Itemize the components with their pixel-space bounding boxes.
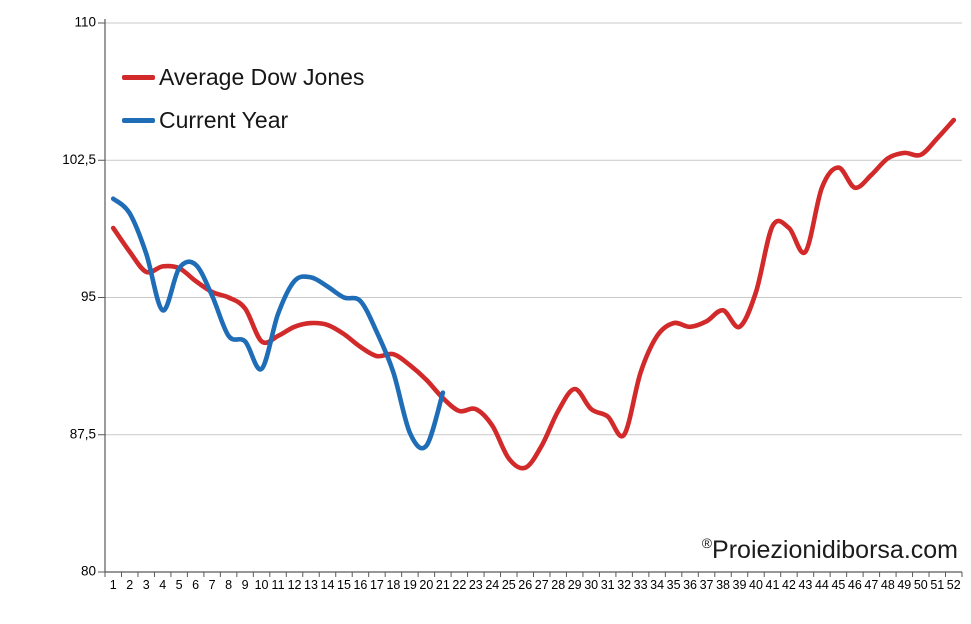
x-tick-label: 9 [242, 578, 249, 592]
x-tick-label: 5 [176, 578, 183, 592]
registered-mark-icon: ® [701, 535, 713, 551]
x-tick-label: 21 [436, 578, 450, 592]
x-tick-label: 45 [831, 578, 845, 592]
x-tick-label: 48 [881, 578, 895, 592]
x-tick-label: 28 [551, 578, 565, 592]
x-tick-label: 6 [192, 578, 199, 592]
x-tick-label: 40 [749, 578, 763, 592]
watermark: ®Proiezionidiborsa.com [702, 535, 958, 565]
legend-line-swatch-red [122, 74, 155, 80]
x-tick-label: 20 [419, 578, 433, 592]
x-tick-label: 32 [617, 578, 631, 592]
series-path-average-dow-jones [110, 117, 957, 471]
x-tick-label: 39 [733, 578, 747, 592]
x-tick-label: 22 [452, 578, 466, 592]
x-tick-label: 38 [716, 578, 730, 592]
x-tick-label: 12 [288, 578, 302, 592]
x-tick-label: 15 [337, 578, 351, 592]
x-tick-label: 31 [601, 578, 615, 592]
x-tick-label: 11 [272, 578, 285, 592]
x-tick-label: 18 [386, 578, 400, 592]
x-tick-label: 46 [848, 578, 862, 592]
x-tick-label: 43 [798, 578, 812, 592]
x-tick-label: 13 [304, 578, 318, 592]
x-tick-label: 10 [255, 578, 269, 592]
x-tick-label: 50 [914, 578, 928, 592]
x-tick-label: 42 [782, 578, 796, 592]
x-tick-label: 35 [667, 578, 681, 592]
legend-label-average-dow-jones: Average Dow Jones [159, 64, 365, 90]
x-tick-label: 3 [143, 578, 150, 592]
x-tick-label: 44 [815, 578, 829, 592]
x-tick-label: 49 [897, 578, 911, 592]
y-tick-label: 110 [74, 15, 96, 30]
y-tick-label: 87,5 [70, 426, 96, 441]
x-tick-label: 2 [126, 578, 133, 592]
x-tick-label: 8 [225, 578, 232, 592]
x-tick-label: 29 [568, 578, 582, 592]
x-tick-label: 4 [159, 578, 166, 592]
y-tick-label: 80 [81, 564, 96, 579]
legend-line-swatch-blue [122, 117, 155, 123]
x-tick-label: 1 [110, 578, 117, 592]
x-tick-label: 23 [469, 578, 483, 592]
series-path-current-year [110, 196, 446, 451]
x-tick-label: 47 [864, 578, 878, 592]
legend-label-current-year: Current Year [159, 107, 289, 133]
legend-item-current-year: Current Year [122, 105, 364, 135]
y-tick-label: 95 [81, 289, 96, 304]
legend: Average Dow Jones Current Year [122, 62, 364, 135]
x-tick-label: 33 [634, 578, 648, 592]
x-tick-label: 52 [947, 578, 961, 592]
x-tick-label: 41 [766, 578, 780, 592]
watermark-text: Proiezionidiborsa.com [712, 536, 958, 564]
x-tick-label: 19 [403, 578, 417, 592]
x-tick-label: 7 [209, 578, 216, 592]
legend-item-average-dow-jones: Average Dow Jones [122, 62, 364, 92]
x-tick-label: 14 [321, 578, 335, 592]
x-tick-label: 37 [700, 578, 714, 592]
x-tick-label: 25 [502, 578, 516, 592]
x-tick-label: 27 [535, 578, 549, 592]
y-tick-label: 102,5 [62, 152, 96, 167]
x-tick-label: 30 [584, 578, 598, 592]
x-tick-label: 16 [353, 578, 367, 592]
x-tick-label: 26 [518, 578, 532, 592]
x-tick-label: 36 [683, 578, 697, 592]
x-tick-label: 51 [930, 578, 944, 592]
x-tick-label: 24 [485, 578, 499, 592]
x-tick-label: 34 [650, 578, 664, 592]
x-tick-label: 17 [370, 578, 384, 592]
